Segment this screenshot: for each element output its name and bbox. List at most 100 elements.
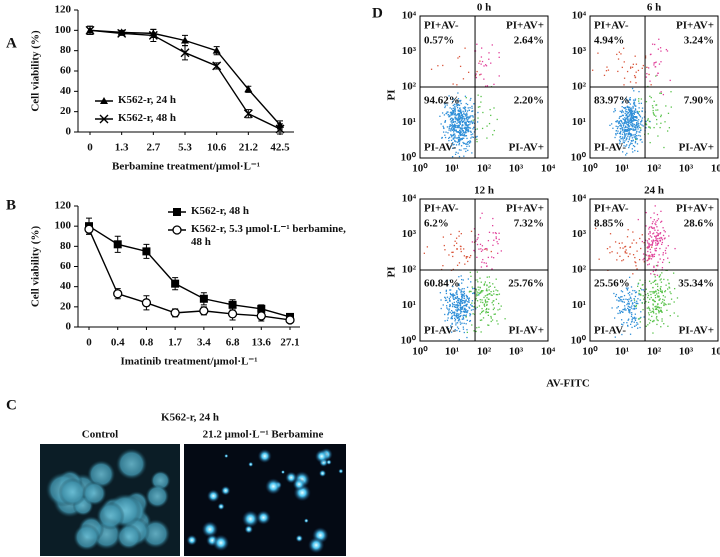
event-dot [466, 286, 469, 288]
event-dot [462, 127, 464, 129]
event-dot [660, 114, 662, 116]
event-dot [493, 83, 495, 86]
event-dot [667, 279, 669, 281]
event-dot [458, 262, 461, 264]
event-dot [618, 51, 621, 53]
event-dot [466, 110, 469, 112]
cell [303, 518, 309, 524]
event-dot [456, 137, 458, 139]
event-dot [622, 311, 624, 313]
event-dot [657, 306, 660, 308]
event-dot [457, 304, 459, 306]
event-dot [496, 241, 498, 243]
event-dot [652, 332, 654, 334]
event-dot [620, 53, 622, 55]
event-dot [668, 286, 670, 288]
event-dot [456, 113, 459, 116]
event-dot [653, 62, 655, 64]
point [142, 247, 151, 256]
event-dot [482, 301, 484, 304]
event-dot [469, 116, 471, 119]
event-dot [634, 76, 637, 78]
event-dot [663, 299, 665, 301]
event-dot [470, 120, 473, 122]
event-dot [624, 106, 627, 109]
event-dot [676, 297, 679, 299]
event-dot [616, 259, 618, 261]
event-dot [628, 291, 631, 294]
event-dot [657, 319, 659, 322]
event-dot [468, 299, 470, 302]
event-dot [477, 294, 479, 296]
point [141, 298, 152, 308]
event-dot [625, 113, 627, 115]
event-dot [454, 318, 457, 321]
event-dot [454, 294, 456, 297]
event-dot [485, 312, 487, 314]
event-dot [453, 121, 455, 123]
event-dot [452, 131, 455, 133]
event-dot [627, 255, 630, 258]
event-dot [626, 133, 628, 135]
event-dot [472, 128, 474, 130]
event-dot [631, 125, 633, 128]
event-dot [469, 121, 472, 123]
event-dot [648, 226, 651, 228]
event-dot [654, 66, 656, 68]
event-dot [444, 134, 446, 136]
x-tick-label: 42.5 [270, 142, 290, 154]
event-dot [639, 114, 641, 117]
event-dot [639, 237, 641, 240]
event-dot [656, 123, 658, 125]
event-dot [619, 140, 621, 143]
event-dot [452, 285, 454, 288]
event-dot [636, 143, 639, 145]
event-dot [627, 119, 629, 122]
event-dot [450, 312, 453, 315]
event-dot [444, 297, 447, 299]
event-dot [457, 152, 459, 154]
event-dot [480, 63, 482, 65]
quadrant-text: 7.32% [514, 218, 544, 230]
event-dot [449, 107, 451, 109]
event-dot [624, 307, 626, 309]
event-dot [458, 149, 461, 151]
event-dot [613, 317, 616, 319]
event-dot [625, 129, 628, 131]
event-dot [655, 109, 657, 111]
event-dot [652, 239, 654, 241]
event-dot [653, 265, 655, 267]
event-dot [654, 235, 656, 237]
event-dot [457, 139, 460, 142]
event-dot [641, 141, 643, 143]
event-dot [617, 130, 619, 132]
event-dot [660, 281, 663, 283]
event-dot [463, 294, 465, 296]
event-dot [633, 103, 635, 106]
event-dot [486, 125, 488, 127]
event-dot [623, 294, 626, 297]
event-dot [466, 303, 468, 305]
event-dot [458, 127, 460, 129]
event-dot [663, 302, 665, 304]
event-dot [631, 113, 633, 115]
events [592, 38, 672, 156]
x-tick-label: 13.6 [252, 337, 272, 349]
y-tick-label: 10⁴ [402, 193, 417, 205]
event-dot [450, 326, 452, 328]
event-dot [454, 121, 456, 123]
event-dot [461, 121, 464, 124]
y-tick-label: 10⁰ [571, 335, 587, 347]
event-dot [495, 236, 497, 238]
event-dot [641, 119, 643, 121]
event-dot [634, 140, 637, 143]
event-dot [481, 261, 483, 263]
event-dot [646, 66, 648, 69]
event-dot [631, 110, 634, 113]
event-dot [458, 121, 460, 123]
event-dot [498, 232, 500, 234]
event-dot [457, 126, 459, 129]
event-dot [442, 125, 444, 127]
event-dot [649, 298, 651, 300]
event-dot [479, 60, 481, 62]
